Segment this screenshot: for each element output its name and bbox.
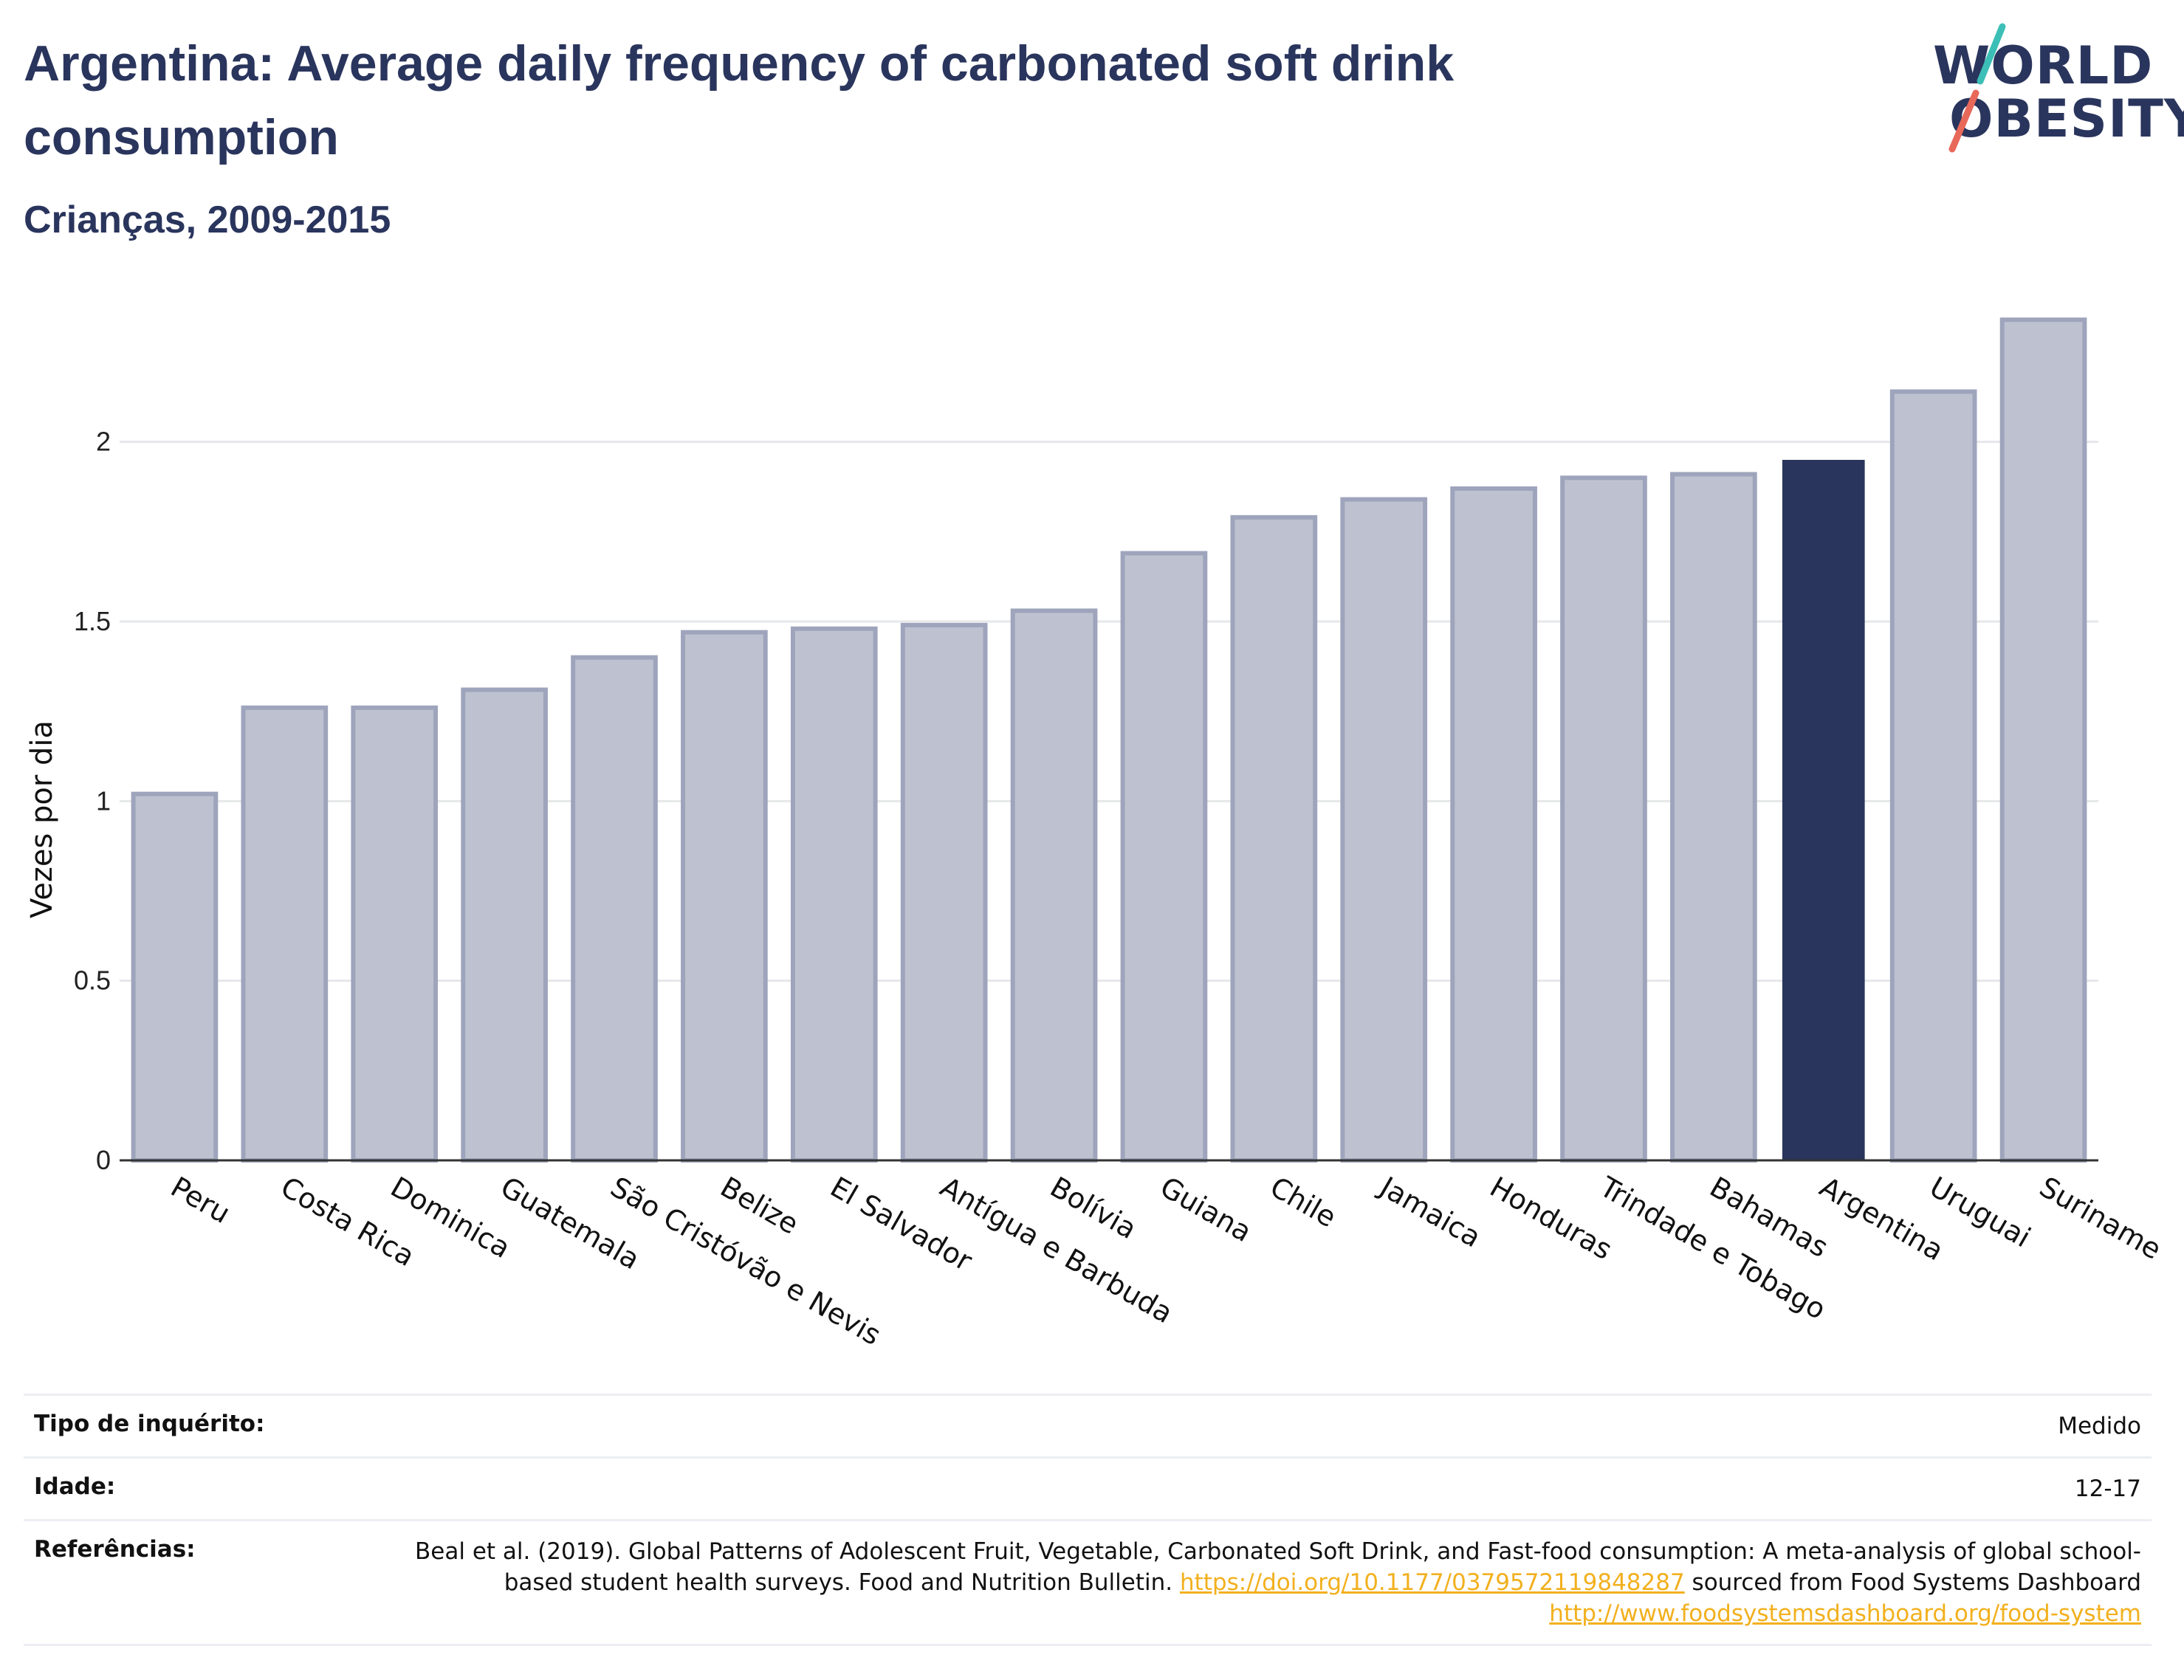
bar-chile — [1230, 514, 1318, 1163]
bar-bahamas — [1670, 472, 1757, 1163]
reference-source-text: sourced from Food Systems Dashboard — [1684, 1569, 2141, 1596]
references-label: Referências: — [34, 1536, 196, 1563]
x-tick-label: Guiana — [1155, 1171, 1257, 1248]
y-axis-label: Vezes por dia — [25, 720, 59, 918]
age-value: 12-17 — [2074, 1476, 2141, 1502]
y-tick-label: 1.5 — [74, 606, 111, 636]
bar-s-o-crist-v-o-e-nevis — [571, 655, 658, 1163]
page-subtitle: Crianças, 2009-2015 — [24, 199, 391, 241]
bar-dominica — [351, 705, 439, 1163]
table-row: Idade: 12-17 — [24, 1456, 2152, 1519]
table-row: Referências: Beal et al. (2019). Global … — [24, 1519, 2152, 1646]
y-tick-label: 2 — [96, 427, 111, 457]
bar-belize — [681, 630, 768, 1163]
survey-type-label: Tipo de inquérito: — [34, 1411, 265, 1437]
y-tick-label: 0 — [96, 1145, 111, 1175]
bar-trindade-e-tobago — [1560, 475, 1647, 1163]
bar-el-salvador — [790, 626, 878, 1163]
reference-text: Beal et al. (2019). Global Patterns of A… — [415, 1538, 2141, 1596]
bar-guiana — [1120, 551, 1208, 1163]
logo-line-1: WORLD — [1933, 35, 2154, 96]
x-tick-label: Peru — [165, 1171, 236, 1230]
bar-chart: 0 0.5 1 1.5 2 Peru Costa RicaDominicaGuatemal… — [25, 317, 2167, 1352]
doi-link[interactable]: https://doi.org/10.1177/0379572119848287 — [1179, 1569, 1685, 1596]
survey-type-value: Medido — [2058, 1413, 2141, 1439]
logo-slash-icon — [1948, 23, 2006, 153]
x-tick-label: Belize — [715, 1171, 804, 1241]
bar-guatemala — [461, 687, 548, 1163]
bar-argentina — [1782, 460, 1865, 1160]
age-label: Idade: — [34, 1473, 116, 1500]
bar-honduras — [1450, 486, 1537, 1163]
bar-suriname — [1999, 317, 2087, 1163]
references-value: Beal et al. (2019). Global Patterns of A… — [413, 1536, 2141, 1629]
bar-bol-via — [1010, 608, 1098, 1163]
x-tick-label: Suriname — [2034, 1171, 2167, 1266]
y-tick-label: 1 — [96, 785, 111, 816]
logo-line-2: OBESITY — [1949, 89, 2184, 149]
x-tick-label: Honduras — [1485, 1171, 1618, 1267]
x-tick-label: Jamaica — [1373, 1170, 1486, 1254]
page-title: Argentina: Average daily frequency of ca… — [24, 35, 1455, 165]
y-tick-label: 0.5 — [74, 965, 111, 996]
grid-lines — [120, 441, 2098, 982]
world-obesity-logo: WORLD OBESITY — [1920, 22, 2184, 155]
y-tick-labels: 0 0.5 1 1.5 2 — [74, 427, 111, 1175]
bars — [120, 317, 2098, 1163]
info-table: Tipo de inquérito: Medido Idade: 12-17 R… — [24, 1394, 2152, 1646]
bar-uruguai — [1889, 389, 1977, 1163]
x-tick-label: Chile — [1265, 1171, 1342, 1234]
dashboard-link[interactable]: http://www.foodsystemsdashboard.org/food… — [1549, 1600, 2141, 1627]
bar-costa-rica — [241, 705, 329, 1163]
bar-jamaica — [1340, 497, 1428, 1163]
table-row: Tipo de inquérito: Medido — [24, 1394, 2152, 1456]
x-tick-label: Argentina — [1814, 1171, 1949, 1267]
bar-peru — [131, 791, 219, 1163]
bar-ant-gua-e-barbuda — [900, 622, 988, 1163]
